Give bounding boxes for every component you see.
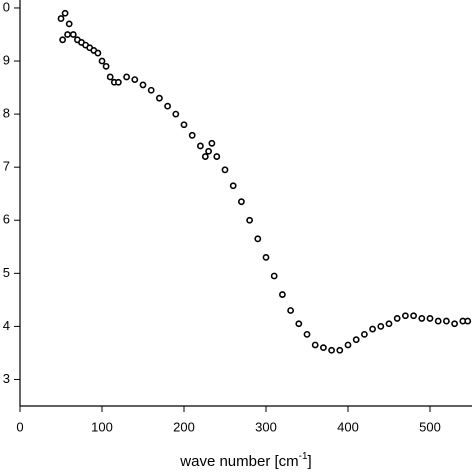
data-point	[426, 315, 434, 322]
data-point	[106, 73, 114, 81]
data-point	[57, 15, 65, 22]
data-point	[393, 315, 401, 322]
x-tick-label: 400	[337, 419, 359, 434]
y-tick-label: 5	[3, 265, 10, 280]
data-point	[344, 341, 352, 349]
data-point	[311, 341, 319, 349]
y-tick-label: 7	[3, 159, 10, 174]
data-point	[115, 78, 122, 86]
x-tick-label: 300	[255, 419, 277, 434]
data-point	[123, 73, 130, 81]
data-point	[147, 86, 155, 94]
data-point	[59, 36, 67, 44]
data-point	[237, 198, 245, 206]
data-point	[369, 325, 376, 333]
x-tick-label: 0	[16, 419, 23, 434]
data-point	[98, 57, 106, 65]
data-point	[94, 49, 102, 57]
data-point	[336, 346, 344, 354]
data-point	[360, 330, 368, 338]
y-tick-label: 3	[3, 371, 10, 386]
y-tick-label: 4	[3, 318, 10, 333]
data-point	[451, 320, 458, 328]
data-point	[201, 153, 209, 160]
data-point	[196, 142, 204, 150]
x-label-suffix: ]	[308, 453, 312, 470]
data-point	[410, 312, 417, 320]
data-point	[69, 31, 77, 38]
data-point	[64, 31, 71, 38]
data-point	[352, 336, 360, 344]
data-point	[155, 94, 163, 102]
y-tick-label: 9	[3, 52, 10, 67]
data-point	[229, 182, 237, 190]
x-axis-label: wave number [cm-1]	[179, 451, 311, 470]
y-tick-label: 8	[3, 106, 10, 121]
x-label-sup: -1	[299, 451, 308, 462]
x-tick-label: 200	[173, 419, 195, 434]
data-point	[205, 147, 212, 155]
data-point	[254, 235, 262, 243]
x-tick-label: 100	[91, 419, 113, 434]
data-point	[65, 20, 73, 28]
data-point	[434, 317, 442, 325]
data-point	[246, 216, 253, 224]
data-point	[278, 291, 286, 298]
data-point	[270, 272, 278, 280]
data-point	[164, 102, 171, 110]
data-point	[303, 330, 311, 338]
data-point	[208, 139, 216, 147]
data-point	[131, 76, 139, 84]
data-point	[319, 344, 327, 352]
x-label-text: wave number [cm	[179, 453, 298, 470]
data-point	[377, 322, 385, 330]
data-point	[401, 312, 409, 320]
data-point	[172, 110, 180, 118]
x-tick-label: 500	[419, 419, 441, 434]
data-point	[328, 346, 335, 354]
data-point	[418, 315, 426, 322]
data-point	[213, 153, 221, 160]
y-tick-label: 6	[3, 212, 10, 227]
data-point	[385, 320, 393, 328]
data-point	[464, 317, 472, 325]
data-point	[188, 131, 196, 139]
y-tick-label: 0	[3, 0, 10, 14]
data-point	[139, 81, 147, 89]
data-point	[180, 121, 188, 129]
data-point	[102, 62, 110, 70]
data-point	[295, 320, 303, 328]
data-point	[442, 317, 450, 325]
data-point	[221, 166, 229, 174]
data-point	[287, 307, 294, 314]
data-point	[262, 253, 270, 261]
data-point	[61, 9, 69, 17]
